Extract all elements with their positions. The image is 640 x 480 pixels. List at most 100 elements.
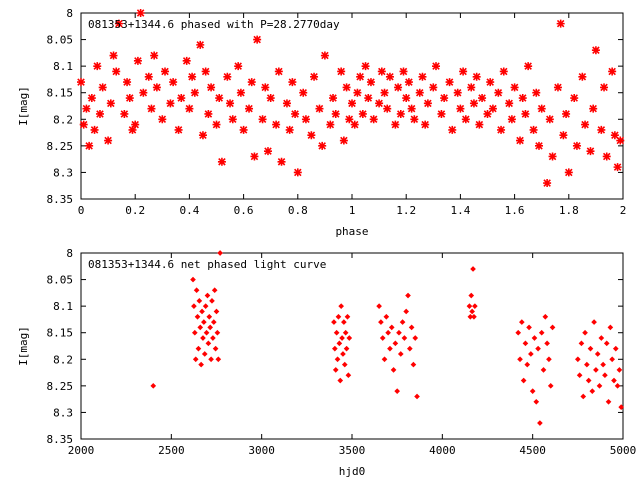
data-point bbox=[205, 340, 212, 347]
data-point bbox=[210, 335, 216, 341]
data-point bbox=[204, 292, 211, 299]
data-point bbox=[226, 99, 235, 108]
data-point bbox=[191, 329, 198, 336]
data-point bbox=[332, 367, 339, 373]
data-point bbox=[469, 99, 478, 108]
data-point bbox=[320, 51, 329, 60]
data-point bbox=[418, 72, 427, 81]
data-point bbox=[212, 345, 219, 352]
data-point bbox=[346, 335, 353, 341]
data-point bbox=[437, 109, 446, 118]
data-point bbox=[391, 120, 400, 129]
data-point bbox=[332, 345, 338, 352]
data-point bbox=[120, 109, 129, 118]
data-point bbox=[385, 329, 391, 336]
phased-plot-title: 081353+1344.6 phased with P=28.2770day bbox=[88, 18, 340, 31]
data-point bbox=[469, 308, 475, 315]
data-point bbox=[518, 94, 527, 103]
data-point bbox=[584, 361, 590, 368]
data-point bbox=[547, 383, 554, 389]
data-point bbox=[203, 329, 210, 336]
data-point bbox=[580, 393, 587, 400]
data-point bbox=[406, 345, 413, 352]
data-point bbox=[470, 266, 476, 272]
data-point bbox=[608, 67, 617, 76]
data-point bbox=[301, 115, 310, 124]
data-point bbox=[524, 361, 531, 368]
data-point bbox=[387, 345, 393, 352]
data-point bbox=[381, 356, 388, 363]
data-point bbox=[266, 94, 275, 103]
data-point bbox=[553, 83, 562, 92]
data-point bbox=[483, 109, 492, 118]
y-tick-label: 8 bbox=[66, 7, 73, 20]
x-tick-label: 4500 bbox=[519, 444, 546, 457]
data-point bbox=[147, 104, 156, 113]
data-point bbox=[575, 356, 581, 363]
light-curve-title: 081353+1344.6 net phased light curve bbox=[88, 258, 326, 271]
light-curve-ticks bbox=[80, 252, 624, 440]
data-point bbox=[204, 109, 213, 118]
data-point bbox=[378, 319, 384, 325]
y-tick-label: 8.35 bbox=[47, 193, 74, 206]
data-point bbox=[526, 324, 532, 331]
x-tick-label: 3000 bbox=[248, 444, 275, 457]
data-point bbox=[602, 372, 608, 379]
data-point bbox=[341, 361, 348, 368]
data-point bbox=[152, 83, 161, 92]
data-point bbox=[258, 115, 267, 124]
data-point bbox=[333, 329, 340, 336]
data-point bbox=[150, 383, 157, 389]
data-point bbox=[337, 377, 344, 384]
data-point bbox=[136, 9, 145, 17]
data-point bbox=[104, 136, 113, 145]
data-point bbox=[207, 324, 214, 331]
data-point bbox=[339, 335, 345, 341]
data-point bbox=[194, 313, 201, 320]
data-point bbox=[570, 94, 579, 103]
data-point bbox=[369, 115, 378, 124]
x-tick-label: 0.8 bbox=[288, 204, 308, 217]
data-point bbox=[589, 388, 596, 394]
data-point bbox=[364, 94, 373, 103]
data-point bbox=[366, 78, 375, 87]
data-point bbox=[614, 383, 621, 389]
data-point bbox=[331, 319, 337, 325]
data-point bbox=[548, 152, 557, 161]
data-point bbox=[535, 345, 541, 352]
data-point bbox=[236, 88, 245, 97]
x-tick-label: 1 bbox=[349, 204, 356, 217]
data-point bbox=[112, 67, 121, 76]
data-point bbox=[404, 78, 413, 87]
data-point bbox=[467, 83, 476, 92]
data-point bbox=[201, 319, 207, 325]
x-tick-label: 4000 bbox=[429, 444, 456, 457]
x-tick-label: 2500 bbox=[158, 444, 185, 457]
data-point bbox=[612, 345, 619, 352]
data-point bbox=[515, 329, 522, 336]
x-tick-label: 2000 bbox=[68, 444, 95, 457]
data-point bbox=[198, 131, 207, 140]
data-point bbox=[131, 120, 140, 129]
data-point bbox=[497, 125, 506, 134]
data-point bbox=[87, 94, 96, 103]
data-point bbox=[401, 335, 408, 341]
x-tick-label: 1.8 bbox=[559, 204, 579, 217]
data-point bbox=[79, 120, 88, 129]
data-point bbox=[285, 125, 294, 134]
data-point bbox=[208, 356, 214, 363]
phased-plot-panel: 0 0.2 0.4 0.6 0.8 1 1.2 1.4 1.6 1.8 2 8 8.05 8.1 8.15… bbox=[17, 7, 626, 238]
data-point bbox=[336, 340, 343, 347]
data-point bbox=[521, 109, 530, 118]
data-point bbox=[128, 125, 137, 134]
data-point bbox=[581, 120, 590, 129]
data-point bbox=[343, 345, 350, 352]
data-point bbox=[274, 67, 283, 76]
data-point bbox=[591, 319, 597, 325]
x-tick-label: 1.2 bbox=[396, 204, 416, 217]
data-point bbox=[272, 120, 281, 129]
data-point bbox=[453, 88, 462, 97]
data-point bbox=[215, 94, 224, 103]
data-point bbox=[392, 340, 399, 347]
